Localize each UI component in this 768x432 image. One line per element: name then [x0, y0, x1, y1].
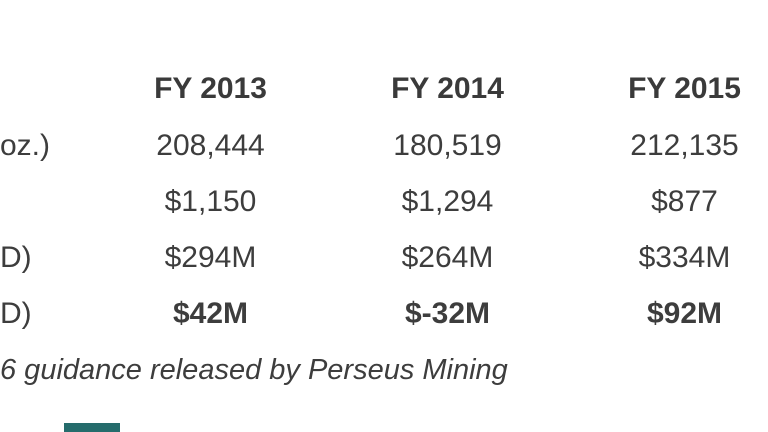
table-row-production: oz.) 208,444 180,519 212,135	[0, 118, 768, 174]
financial-table: FY 2013 FY 2014 FY 2015 oz.) 208,444 180…	[0, 60, 768, 398]
cell-production-fy2014: 180,519	[393, 129, 502, 162]
row-label-profit: D)	[0, 297, 32, 330]
cell-revenue-fy2013: $294M	[164, 241, 257, 274]
cell-revenue-fy2015: $334M	[638, 241, 731, 274]
table-row-profit: D) $42M $-32M $92M	[0, 286, 768, 342]
cell-profit-fy2014: $-32M	[404, 297, 491, 330]
cell-cost-fy2015: $877	[651, 185, 718, 218]
cell-revenue-fy2014: $264M	[401, 241, 494, 274]
cell-profit-fy2013: $42M	[172, 297, 249, 330]
col-header-fy2013: FY 2013	[154, 72, 267, 105]
partial-teal-element	[64, 423, 120, 432]
table-header-row: FY 2013 FY 2014 FY 2015	[0, 60, 768, 118]
table-caption: 6 guidance released by Perseus Mining	[0, 353, 508, 386]
col-header-fy2014: FY 2014	[391, 72, 504, 105]
cell-profit-fy2015: $92M	[646, 297, 723, 330]
table-row-cost: $1,150 $1,294 $877	[0, 174, 768, 230]
row-label-revenue: D)	[0, 241, 32, 274]
cell-cost-fy2013: $1,150	[164, 185, 257, 218]
table-row-revenue: D) $294M $264M $334M	[0, 230, 768, 286]
cell-production-fy2013: 208,444	[156, 129, 265, 162]
col-header-fy2015: FY 2015	[628, 72, 741, 105]
row-label-production: oz.)	[0, 129, 51, 162]
cell-cost-fy2014: $1,294	[401, 185, 494, 218]
cell-production-fy2015: 212,135	[630, 129, 739, 162]
table-caption-row: 6 guidance released by Perseus Mining	[0, 342, 768, 398]
